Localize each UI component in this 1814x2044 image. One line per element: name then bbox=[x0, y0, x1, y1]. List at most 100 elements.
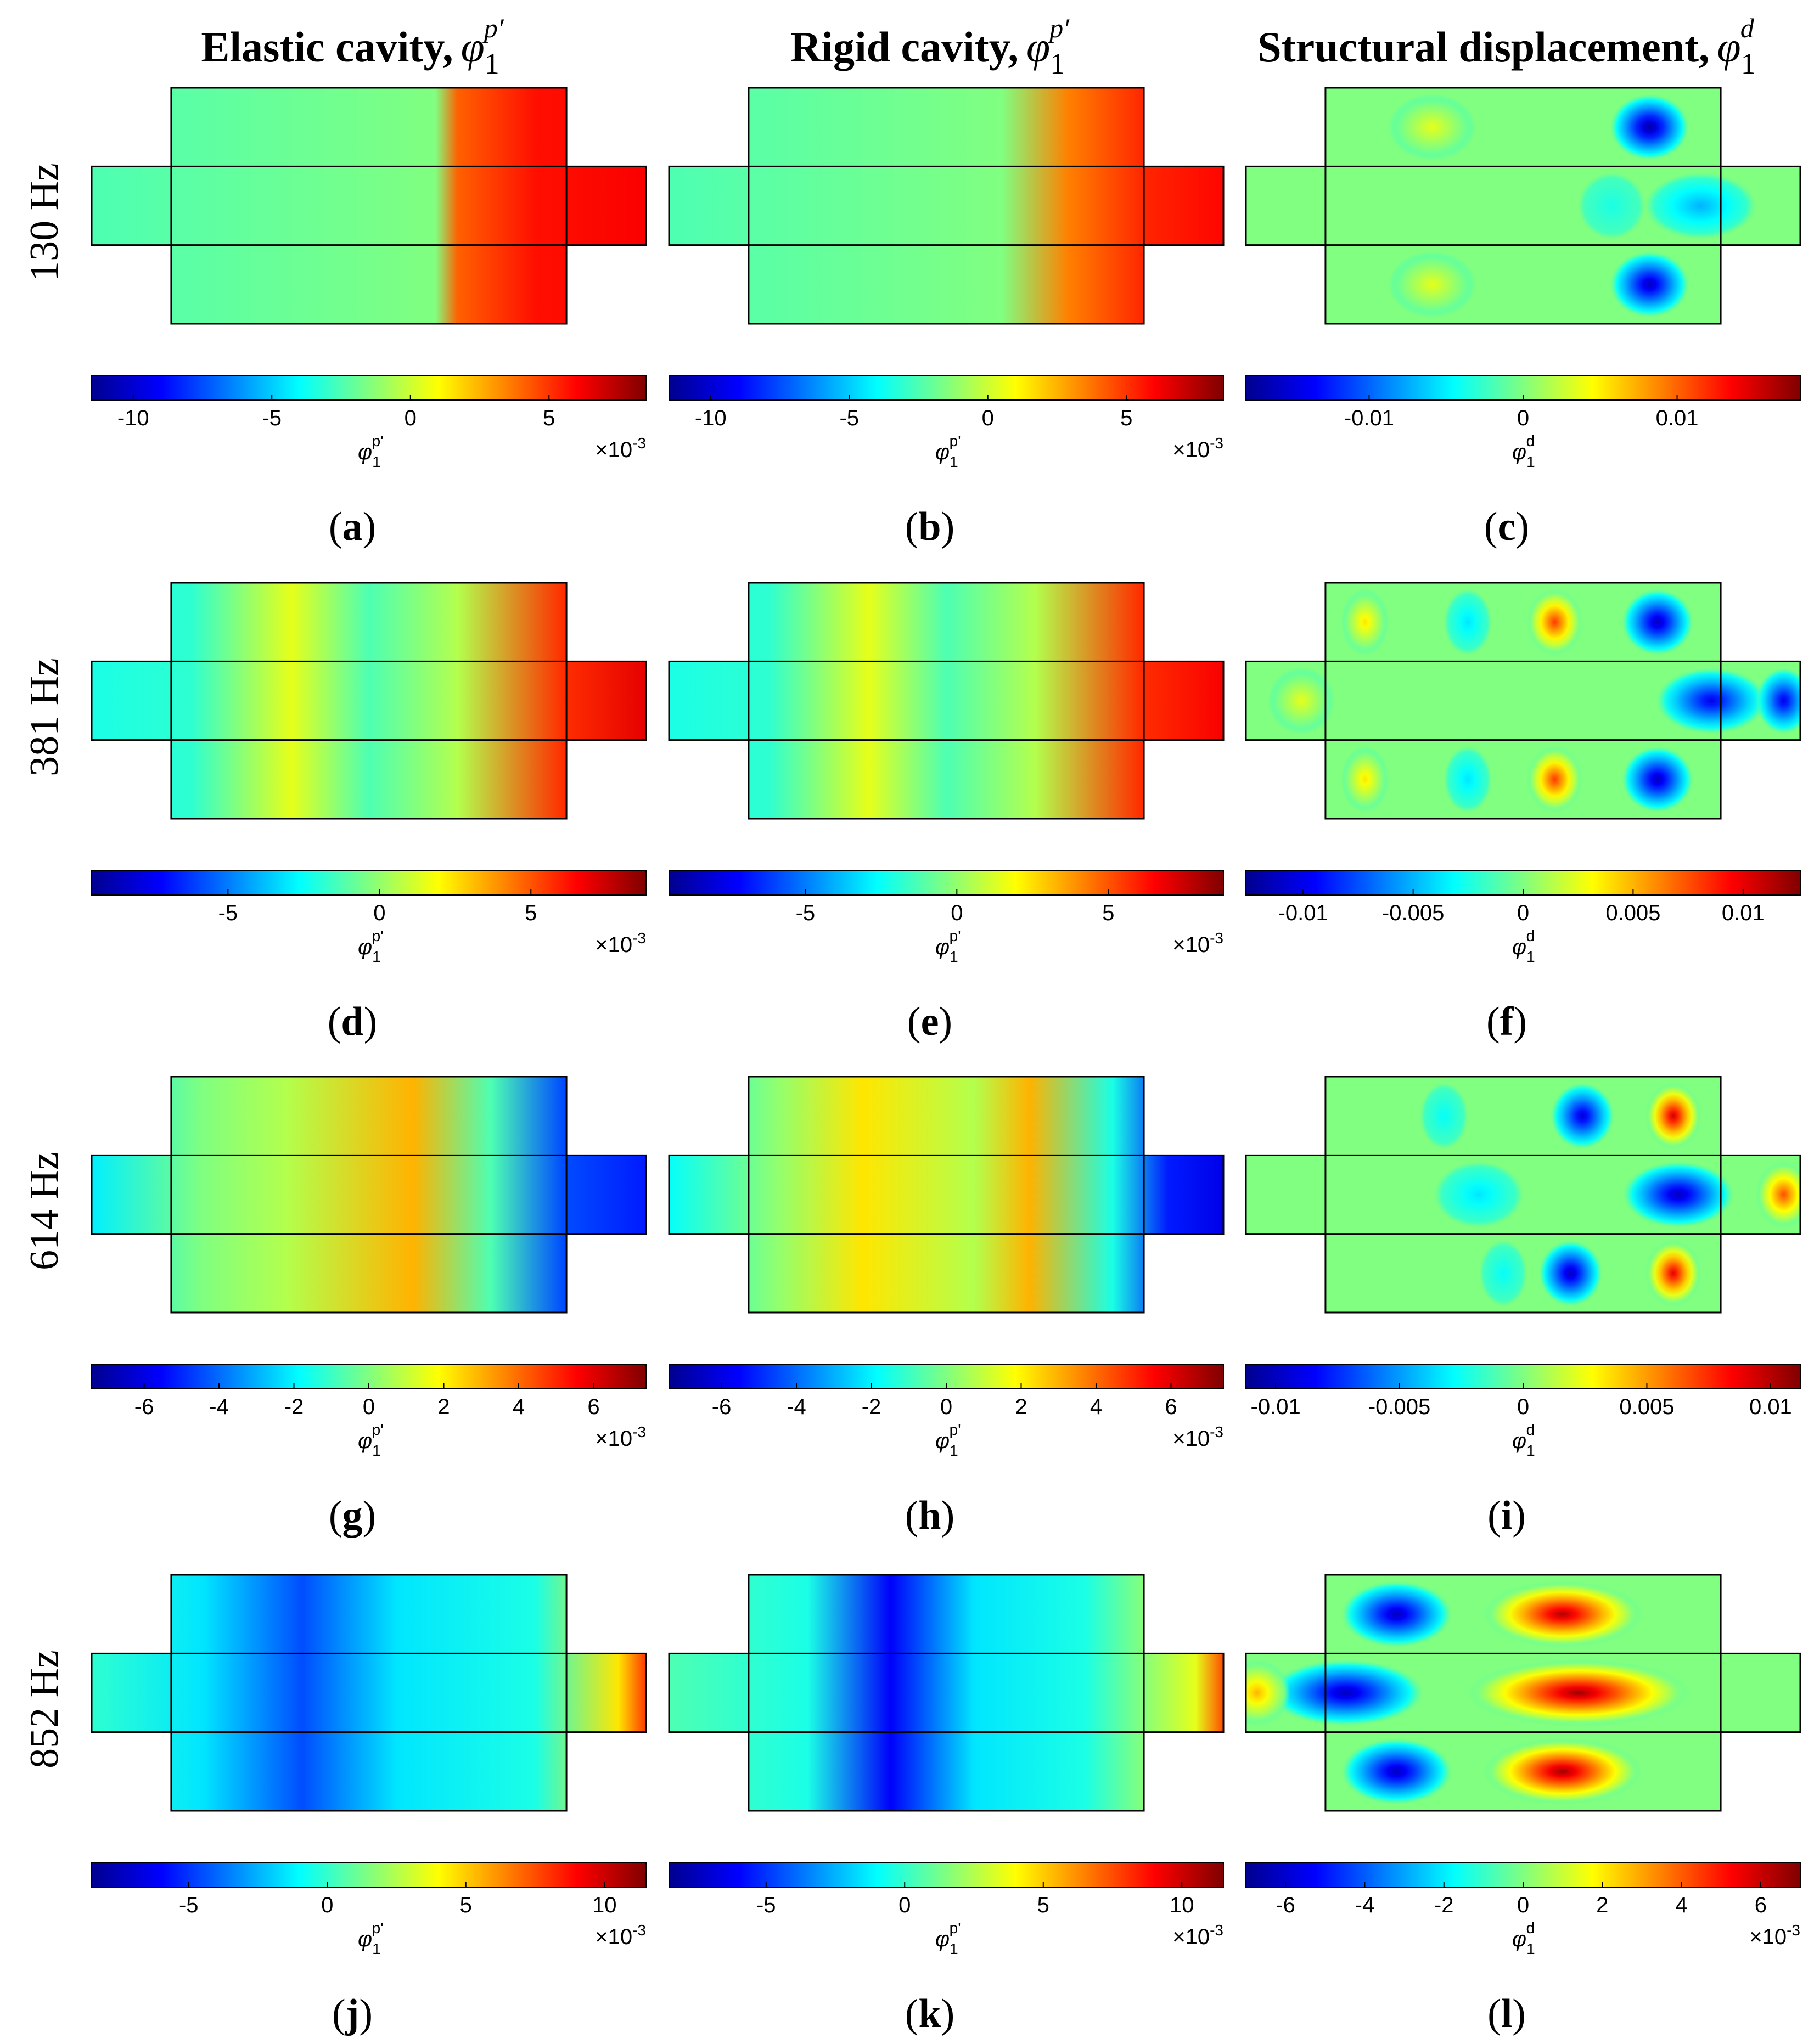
colorbar: -6 -4 -2 0 2 4 6 φ1p' ×10-3 bbox=[91, 1364, 647, 1459]
pressure-field bbox=[669, 1575, 1223, 1811]
mode-lobe bbox=[1483, 1581, 1642, 1647]
colorbar-tick-label: -6 bbox=[712, 1395, 732, 1419]
colorbar-exponent: ×10-3 bbox=[1172, 1922, 1223, 1949]
mode-lobe bbox=[1483, 1738, 1642, 1805]
colorbar: -5 0 5 φ1p' ×10-3 bbox=[91, 870, 647, 965]
row-label-614-hz: 614 Hz bbox=[22, 1152, 67, 1270]
panel-letter: (h) bbox=[905, 1493, 954, 1538]
colorbar-tick-label: 0 bbox=[1517, 1893, 1529, 1917]
colorbar-tick-label: -0.005 bbox=[1368, 1395, 1430, 1419]
colorbar: -0.01 -0.005 0 0.005 0.01 φ1d bbox=[1245, 870, 1801, 965]
panel-letter: (j) bbox=[332, 1991, 373, 2036]
colorbar-exponent: ×10-3 bbox=[595, 1423, 646, 1451]
mode-lobe bbox=[1610, 251, 1689, 318]
panel-c: -0.01 0 0.01 φ1d (c) bbox=[1245, 87, 1801, 549]
field-plot bbox=[92, 88, 646, 324]
colorbar-tick-label: 4 bbox=[1675, 1893, 1687, 1917]
panel-letter: (d) bbox=[328, 999, 377, 1044]
pressure-field bbox=[92, 1575, 646, 1811]
colorbar-tick-label: -5 bbox=[756, 1893, 776, 1917]
mode-lobe bbox=[1645, 1083, 1701, 1149]
colorbar-tick-label: 6 bbox=[587, 1395, 599, 1419]
mode-lobe bbox=[1341, 1581, 1452, 1647]
mode-lobe bbox=[1341, 746, 1389, 813]
panel-letter: (c) bbox=[1484, 504, 1529, 549]
colorbar: -10 -5 0 5 φ1p' ×10-3 bbox=[669, 375, 1224, 470]
colorbar-tick-label: -6 bbox=[1276, 1893, 1295, 1917]
panel-letter: (g) bbox=[329, 1493, 376, 1538]
colorbar-tick-label: 4 bbox=[1090, 1395, 1102, 1419]
colorbar: -0.01 -0.005 0 0.005 0.01 φ1d bbox=[1245, 1364, 1801, 1459]
mode-lobe bbox=[1420, 1083, 1468, 1149]
mode-lobe bbox=[1645, 1240, 1701, 1307]
mode-lobe bbox=[1756, 1161, 1800, 1228]
field-plot bbox=[669, 88, 1223, 324]
pressure-field bbox=[669, 583, 1223, 819]
colorbar-tick-label: -5 bbox=[796, 901, 816, 925]
panel-letter: (k) bbox=[905, 1991, 954, 2036]
field-plot bbox=[92, 1077, 646, 1313]
field-plot bbox=[1246, 88, 1800, 324]
colorbar-label: φ1d bbox=[1512, 432, 1535, 470]
colorbar-tick-label: 0 bbox=[982, 406, 994, 430]
panel-letter: (a) bbox=[329, 504, 376, 549]
colorbar-gradient bbox=[91, 870, 647, 896]
colorbar-tick-label: 0 bbox=[363, 1395, 375, 1419]
colorbar-tick-label: 6 bbox=[1755, 1893, 1767, 1917]
mode-lobe bbox=[1645, 172, 1756, 239]
colorbar-label: φ1p' bbox=[358, 1919, 384, 1957]
panel-j: -5 0 5 10 φ1p' ×10-3 (j) bbox=[91, 1574, 647, 2036]
mode-lobe bbox=[1389, 251, 1476, 318]
pressure-field bbox=[92, 1077, 646, 1313]
colorbar-label: φ1d bbox=[1512, 927, 1535, 965]
colorbar-tick-label: 0.01 bbox=[1722, 901, 1765, 925]
panel-h: -6 -4 -2 0 2 4 6 φ1p' ×10-3 (h) bbox=[668, 1076, 1225, 1538]
colorbar-label: φ1p' bbox=[358, 432, 384, 470]
colorbar-tick-label: 6 bbox=[1165, 1395, 1177, 1419]
colorbar: -5 0 5 10 φ1p' ×10-3 bbox=[91, 1862, 647, 1957]
colorbar-label: φ1d bbox=[1512, 1421, 1535, 1459]
field-plot bbox=[669, 583, 1223, 819]
panel-letter: (i) bbox=[1487, 1493, 1526, 1538]
colorbar-tick-label: -0.01 bbox=[1251, 1395, 1301, 1419]
colorbar-label: φ1p' bbox=[935, 927, 961, 965]
mode-lobe bbox=[1444, 746, 1492, 813]
colorbar-label: φ1d bbox=[1512, 1919, 1535, 1957]
field-plot bbox=[1246, 1575, 1800, 1811]
mode-lobe bbox=[1622, 589, 1693, 655]
colorbar-tick-label: -4 bbox=[1355, 1893, 1375, 1917]
panel-letter: (e) bbox=[907, 999, 952, 1044]
colorbar-label: φ1p' bbox=[358, 1421, 384, 1459]
colorbar-tick-label: -4 bbox=[209, 1395, 229, 1419]
colorbar: -5 0 5 φ1p' ×10-3 bbox=[669, 870, 1224, 965]
colorbar-gradient bbox=[669, 375, 1224, 401]
colorbar-tick-label: 5 bbox=[543, 406, 555, 430]
mode-lobe bbox=[1434, 1161, 1523, 1228]
colorbar: -6 -4 -2 0 2 4 6 φ1p' ×10-3 bbox=[669, 1364, 1224, 1459]
colorbar-tick-label: 5 bbox=[460, 1893, 472, 1917]
mode-lobe bbox=[1551, 1083, 1614, 1149]
colorbar-tick-label: 0 bbox=[405, 406, 417, 430]
panel-i: -0.01 -0.005 0 0.005 0.01 φ1d (i) bbox=[1245, 1076, 1801, 1538]
mode-lobe bbox=[1389, 94, 1476, 160]
colorbar-tick-label: 10 bbox=[1170, 1893, 1194, 1917]
colorbar-exponent: ×10-3 bbox=[1172, 435, 1223, 462]
panel-g: -6 -4 -2 0 2 4 6 φ1p' ×10-3 (g) bbox=[91, 1076, 647, 1538]
colorbar-tick-label: 5 bbox=[525, 901, 537, 925]
colorbar-tick-label: -5 bbox=[839, 406, 859, 430]
colorbar-exponent: ×10-3 bbox=[1172, 1423, 1223, 1451]
colorbar-tick-label: -10 bbox=[695, 406, 727, 430]
mode-lobe bbox=[1527, 589, 1583, 655]
panel-d: -5 0 5 φ1p' ×10-3 (d) bbox=[91, 582, 647, 1044]
colorbar: -6 -4 -2 0 2 4 6 φ1d ×10-3 bbox=[1245, 1862, 1801, 1957]
colorbar-tick-label: 0 bbox=[940, 1395, 952, 1419]
panel-b: -10 -5 0 5 φ1p' ×10-3 (b) bbox=[668, 87, 1225, 549]
colorbar-tick-label: -2 bbox=[1434, 1893, 1454, 1917]
colorbar-exponent: ×10-3 bbox=[595, 435, 646, 462]
colorbar-label: φ1p' bbox=[935, 432, 961, 470]
panel-k: -5 0 5 10 φ1p' ×10-3 (k) bbox=[668, 1574, 1225, 2036]
colorbar-tick-label: -0.01 bbox=[1344, 406, 1394, 430]
colorbar-exponent: ×10-3 bbox=[1172, 930, 1223, 957]
colorbar-tick-label: 5 bbox=[1037, 1893, 1049, 1917]
field-plot bbox=[669, 1575, 1223, 1811]
